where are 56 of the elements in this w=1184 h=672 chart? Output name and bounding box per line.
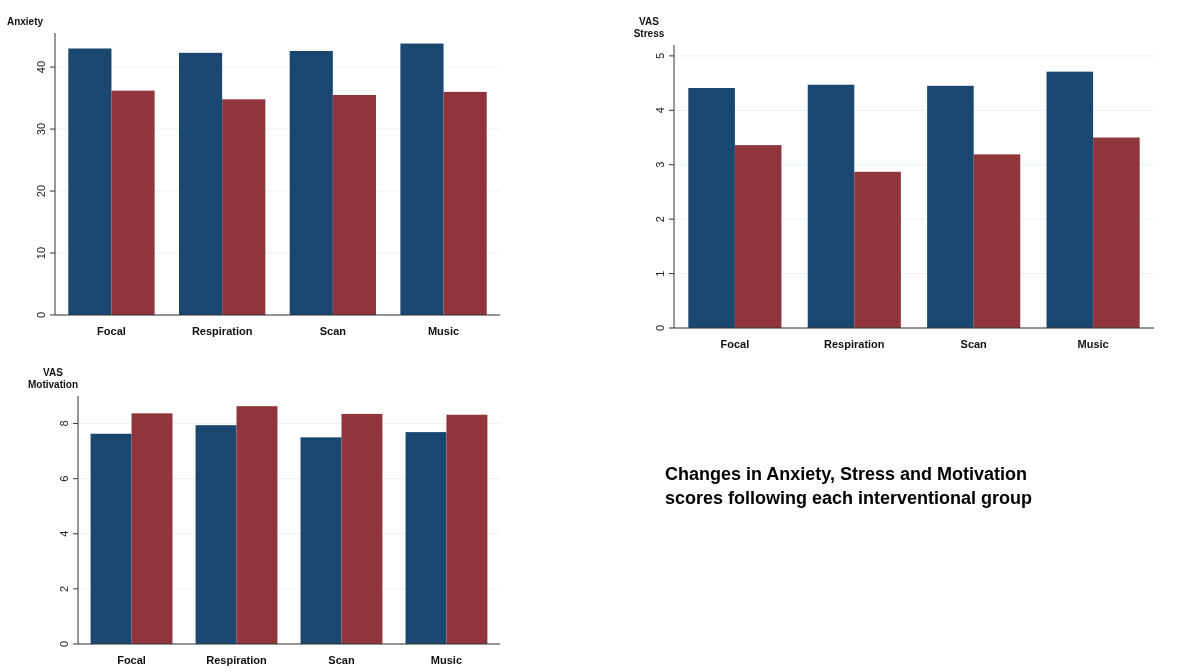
bar <box>111 90 155 315</box>
x-tick-label: Music <box>430 654 463 666</box>
y-tick-label: 4 <box>58 530 70 537</box>
y-axis-title: VAS Stress <box>633 16 665 39</box>
bar <box>400 43 444 315</box>
x-tick-label: Scan <box>960 338 988 350</box>
y-tick-label: 5 <box>654 52 666 59</box>
x-tick-label: Scan <box>319 325 347 337</box>
bar <box>178 52 223 315</box>
y-tick-label: 4 <box>654 107 666 114</box>
x-tick-label: Focal <box>97 325 126 337</box>
bar <box>405 432 447 644</box>
y-tick-label: 1 <box>654 270 666 277</box>
bar <box>1046 71 1094 328</box>
y-tick-label: 10 <box>35 246 47 260</box>
bar <box>734 145 782 328</box>
bar <box>854 171 901 328</box>
bar <box>289 50 333 315</box>
y-tick-label: 40 <box>35 60 47 74</box>
y-tick-label: 0 <box>35 311 47 319</box>
bar <box>332 94 377 315</box>
y-tick-label: 0 <box>58 640 70 648</box>
bar <box>222 99 266 315</box>
y-axis-title: VAS Motivation <box>28 367 78 390</box>
x-tick-label: Music <box>427 325 460 337</box>
y-tick-label: 6 <box>58 475 70 482</box>
x-tick-label: Music <box>1077 338 1109 350</box>
x-tick-label: Focal <box>720 338 750 350</box>
bar <box>300 437 342 644</box>
x-tick-label: Respiration <box>191 325 253 337</box>
y-tick-label: 2 <box>58 585 70 592</box>
bar <box>1093 137 1140 328</box>
bar <box>90 433 132 644</box>
y-tick-label: 20 <box>35 184 47 198</box>
text: Changes in Anxiety, Stress and Motivation scores following each interventional group <box>665 464 1033 508</box>
bar <box>443 91 487 315</box>
y-axis-title: Anxiety <box>6 16 44 27</box>
x-tick-label: Scan <box>328 654 355 666</box>
bar <box>195 425 237 644</box>
bar <box>68 48 112 315</box>
y-tick-label: 30 <box>35 122 47 136</box>
x-tick-label: Focal <box>117 654 146 666</box>
y-tick-label: 8 <box>58 420 70 427</box>
bar <box>927 85 974 328</box>
bar <box>131 413 173 644</box>
x-tick-label: Respiration <box>206 654 268 666</box>
y-tick-label: 2 <box>654 216 666 223</box>
bar <box>973 154 1021 328</box>
y-tick-label: 3 <box>654 161 666 168</box>
y-tick-label: 0 <box>654 324 666 332</box>
bar <box>688 87 735 328</box>
bar <box>236 406 278 644</box>
bar <box>446 414 488 644</box>
bar <box>341 413 383 644</box>
bar <box>807 84 855 328</box>
x-tick-label: Respiration <box>824 338 885 350</box>
